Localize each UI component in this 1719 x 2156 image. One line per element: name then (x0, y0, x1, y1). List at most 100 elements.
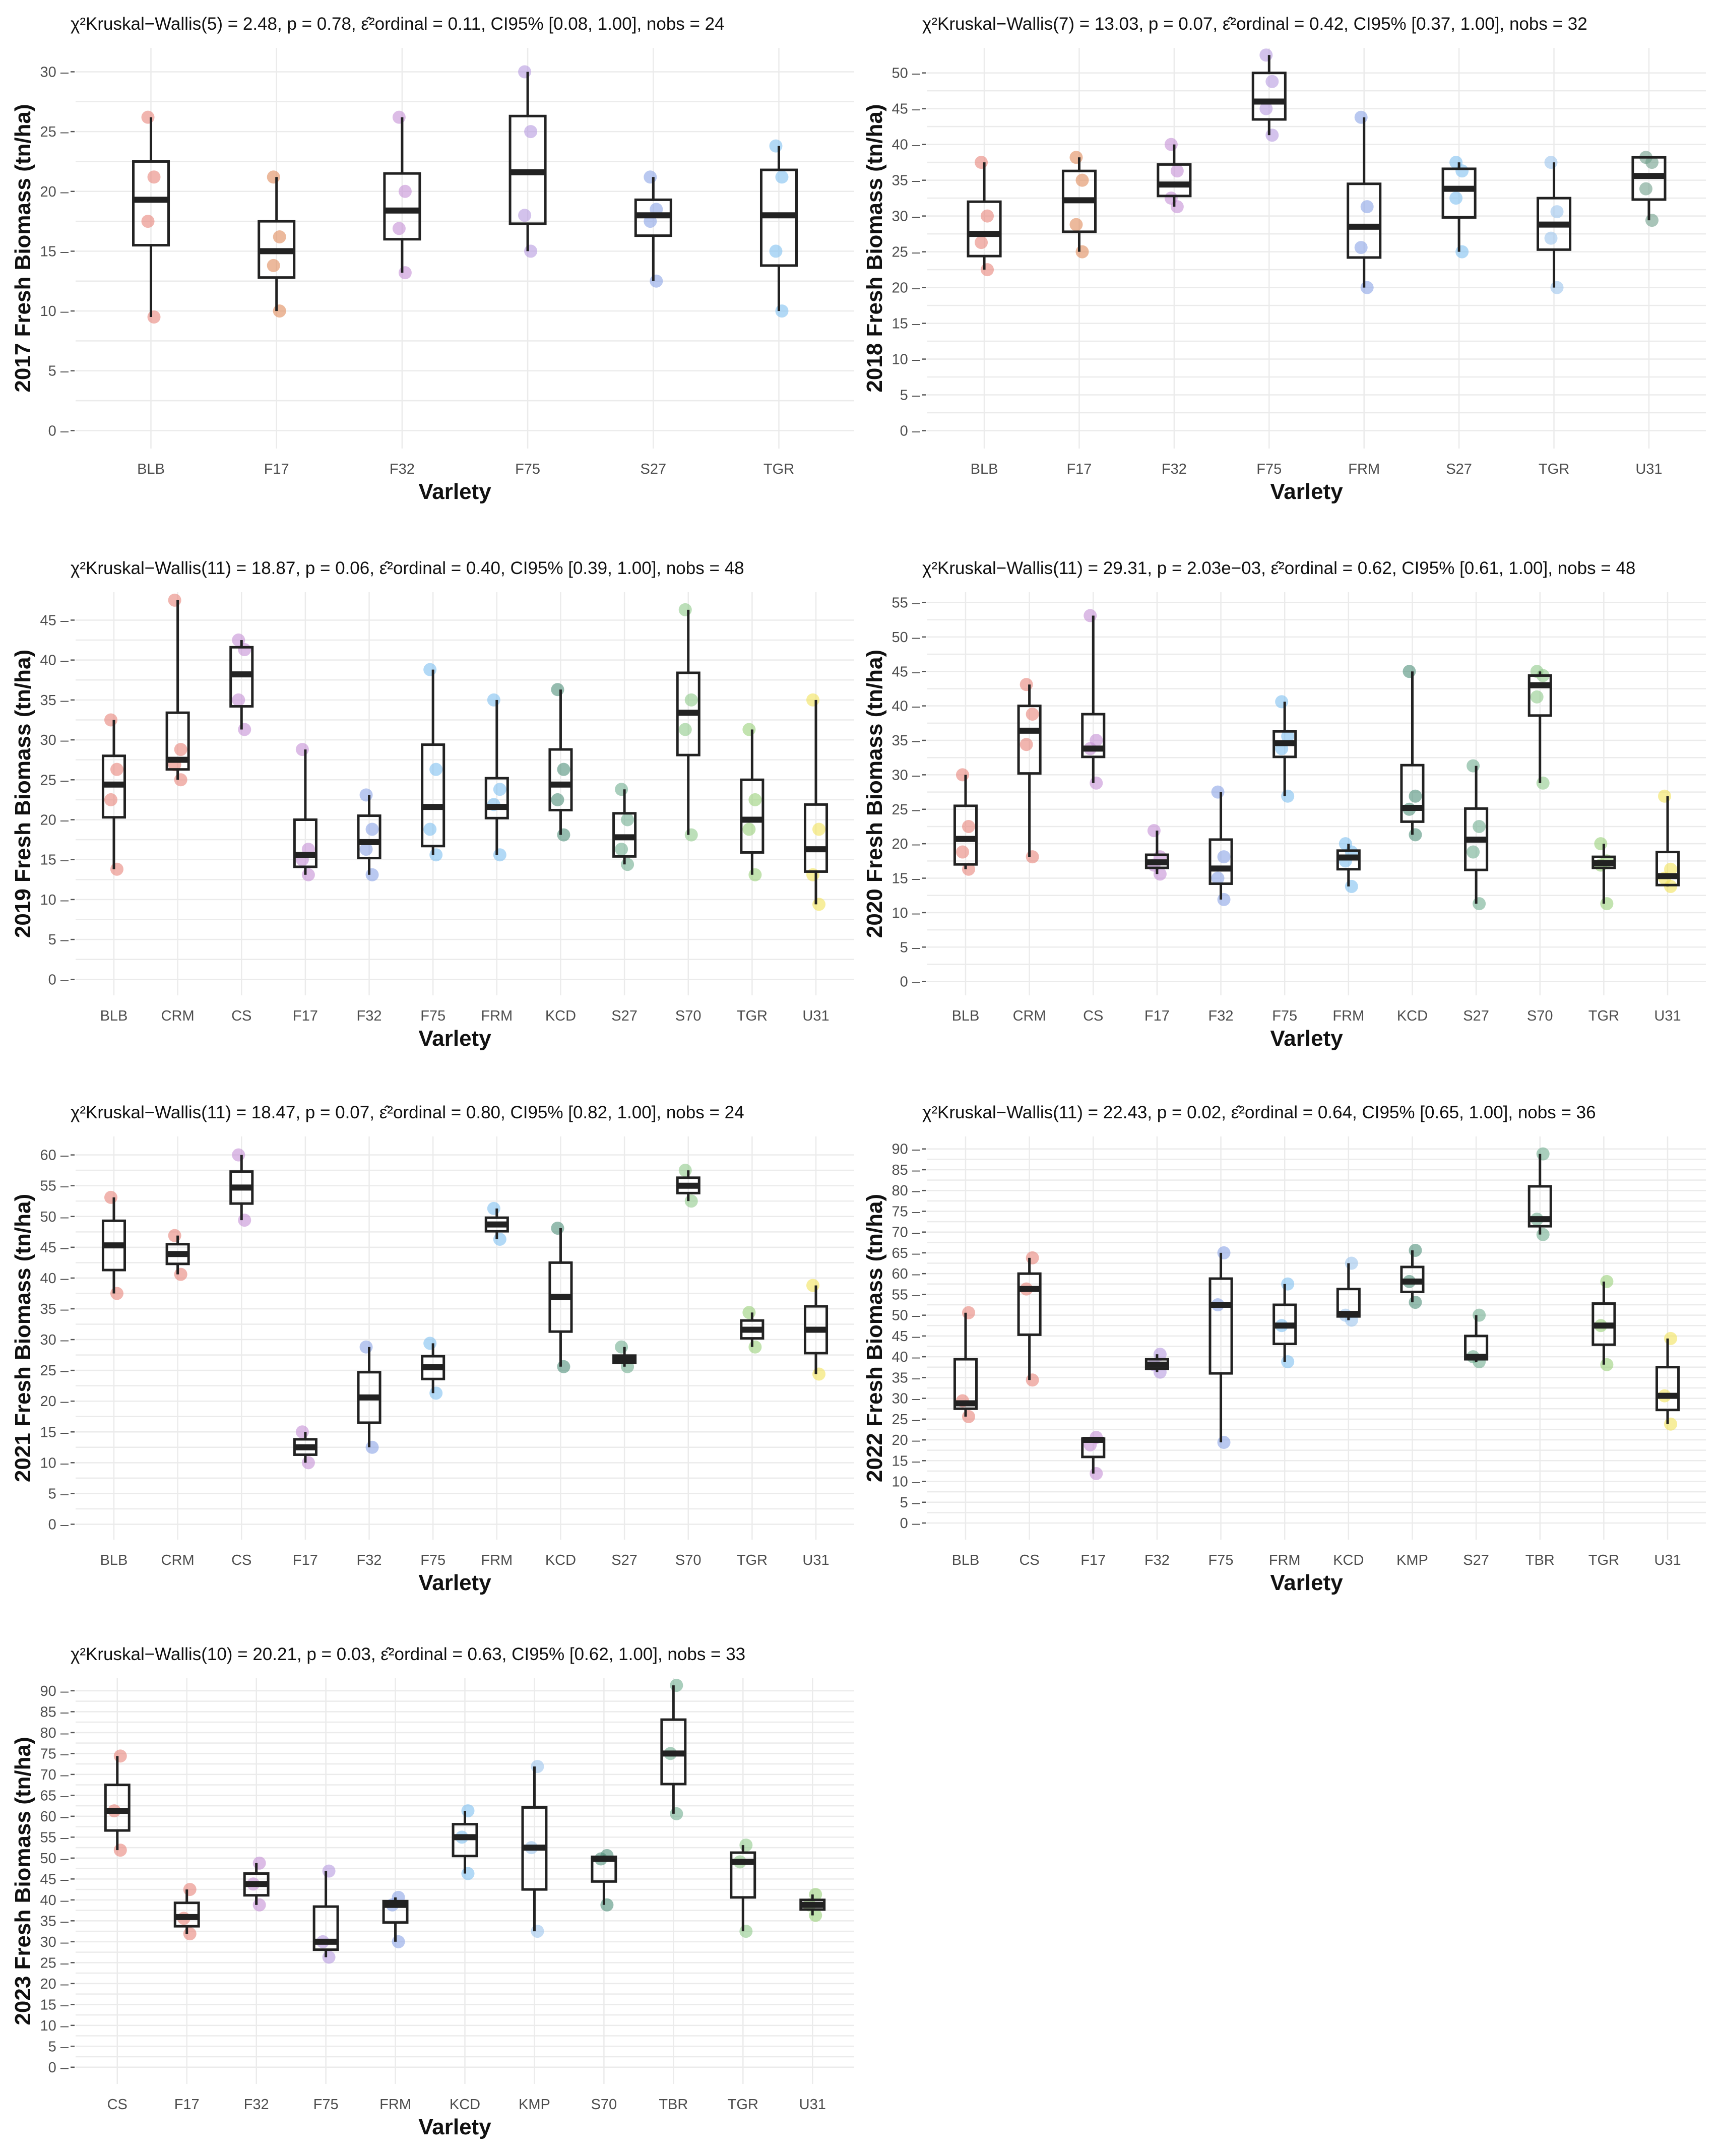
data-point-TGR (1544, 156, 1558, 169)
x-tick-label: F75 (1208, 1552, 1234, 1568)
x-tick-label: CS (1083, 1008, 1103, 1024)
y-tick-label: 40 – (892, 699, 921, 715)
box-FRM (484, 777, 509, 819)
data-point-CRM (168, 1229, 181, 1242)
x-tick-label: CS (231, 1552, 251, 1568)
x-tick-label: FRM (481, 1552, 513, 1568)
box-F32 (383, 172, 421, 241)
x-tick-label: F17 (174, 2097, 200, 2113)
data-point-CS (1026, 1373, 1039, 1387)
x-tick-label: S70 (591, 2097, 617, 2113)
data-point-TGR (1594, 837, 1608, 851)
box-F75 (312, 1905, 339, 1951)
stats-subtitle: χ²Kruskal−Wallis(7) = 13.03, p = 0.07, ε… (922, 14, 1587, 34)
data-point-TGR (1600, 897, 1614, 911)
x-tick-label: TGR (763, 461, 794, 477)
y-tick-label: 5 – (48, 1486, 69, 1502)
data-point-BLB (962, 819, 975, 833)
x-tick-label: F32 (1208, 1008, 1234, 1024)
data-point-TGR (1600, 1358, 1614, 1371)
data-point-BLB (962, 1410, 975, 1423)
stats-subtitle: χ²Kruskal−Wallis(11) = 22.43, p = 0.02, … (922, 1103, 1596, 1122)
y-tick-label: 40 – (892, 137, 921, 153)
data-point-S70 (1536, 776, 1550, 790)
data-point-TGR (739, 1925, 753, 1938)
data-point-BLB (147, 170, 161, 184)
x-axis-title: Varlety (1270, 1570, 1343, 1595)
data-point-F17 (1069, 218, 1083, 231)
y-tick-label: 25 – (40, 124, 69, 140)
data-point-F17 (273, 230, 286, 243)
box-S27 (1441, 167, 1477, 219)
data-point-TGR (775, 170, 789, 184)
y-tick-label: 10 – (40, 1455, 69, 1471)
x-tick-label: CRM (161, 1552, 195, 1568)
x-tick-label: S27 (1463, 1008, 1489, 1024)
data-point-BLB (975, 236, 988, 249)
data-point-CS (1026, 1251, 1039, 1264)
data-point-CRM (1020, 738, 1033, 751)
data-point-BLB (981, 263, 994, 277)
y-tick-label: 30 – (40, 64, 69, 80)
data-point-TGR (742, 1306, 756, 1319)
data-point-KCD (461, 1804, 475, 1818)
x-tick-label: S27 (640, 461, 666, 477)
x-tick-label: F75 (1256, 461, 1282, 477)
data-point-TBR (1536, 1228, 1550, 1241)
data-point-S27 (1455, 245, 1469, 259)
data-point-F75 (1217, 1246, 1231, 1259)
y-tick-label: 80 – (40, 1725, 69, 1741)
box-F17 (293, 818, 317, 868)
data-point-F75 (423, 663, 437, 676)
data-point-F75 (1275, 695, 1289, 709)
data-point-S27 (621, 813, 634, 827)
data-point-TGR (1550, 281, 1564, 294)
x-tick-label: BLB (100, 1008, 128, 1024)
x-axis-title: Varlety (418, 479, 491, 504)
x-tick-label: BLB (137, 461, 165, 477)
x-tick-label: F75 (515, 461, 540, 477)
x-tick-label: F17 (293, 1552, 318, 1568)
y-tick-label: 30 – (40, 1332, 69, 1348)
x-tick-label: FRM (481, 1008, 513, 1024)
data-point-KCD (1403, 665, 1416, 678)
y-tick-label: 0 – (48, 2060, 69, 2076)
data-point-F75 (429, 763, 443, 776)
data-point-FRM (493, 848, 506, 862)
x-tick-label: S70 (675, 1552, 702, 1568)
y-tick-label: 70 – (892, 1225, 921, 1241)
data-point-KMP (1409, 1296, 1422, 1309)
stats-subtitle: χ²Kruskal−Wallis(10) = 20.21, p = 0.03, … (71, 1644, 745, 1664)
x-tick-label: CRM (1013, 1008, 1046, 1024)
data-point-F17 (1090, 1467, 1103, 1480)
x-tick-label: F32 (244, 2097, 269, 2113)
chart-panel-2020: 0 – 5 – 10 – 15 – 20 – 25 – 30 – 35 – 40 – 45 – 50… (862, 558, 1706, 1051)
data-point-S27 (1473, 1308, 1486, 1322)
box-BLB (953, 1358, 978, 1410)
y-tick-label: 20 – (892, 836, 921, 852)
y-tick-label: 45 – (40, 1871, 69, 1887)
data-point-F32 (1164, 192, 1178, 205)
data-point-CS (232, 633, 245, 647)
data-point-CRM (1026, 708, 1039, 721)
y-tick-label: 15 – (892, 1453, 921, 1469)
y-tick-label: 80 – (892, 1183, 921, 1199)
data-point-CS (232, 1148, 245, 1162)
data-point-KCD (551, 683, 564, 696)
x-tick-label: BLB (100, 1552, 128, 1568)
data-point-S70 (684, 1194, 698, 1208)
y-tick-label: 20 – (892, 1432, 921, 1448)
y-tick-label: 5 – (48, 932, 69, 948)
data-point-F32 (252, 1856, 266, 1870)
data-point-S27 (1449, 192, 1463, 205)
data-point-FRM (1281, 1355, 1295, 1369)
y-tick-label: 35 – (892, 1370, 921, 1386)
data-point-CRM (174, 743, 187, 756)
x-tick-label: U31 (799, 2097, 826, 2113)
data-point-F32 (1217, 850, 1231, 864)
data-point-FRM (493, 783, 506, 796)
y-tick-label: 45 – (892, 101, 921, 117)
data-point-BLB (104, 1190, 117, 1204)
data-point-F32 (365, 822, 379, 836)
data-point-TGR (748, 793, 762, 806)
